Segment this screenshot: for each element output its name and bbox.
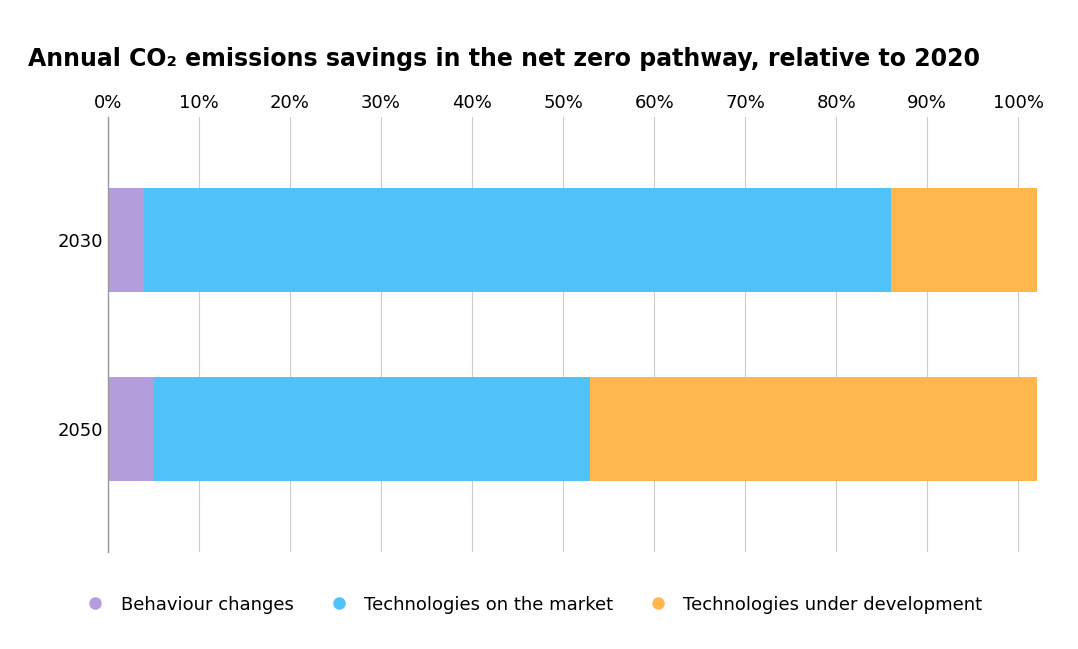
- Bar: [890, 188, 1037, 291]
- Bar: [108, 377, 153, 481]
- Legend: Behaviour changes, Technologies on the market, Technologies under development: Behaviour changes, Technologies on the m…: [70, 589, 990, 621]
- Bar: [591, 377, 1037, 481]
- Text: Annual CO₂ emissions savings in the net zero pathway, relative to 2020: Annual CO₂ emissions savings in the net …: [28, 47, 980, 71]
- Bar: [144, 188, 890, 291]
- Bar: [108, 188, 144, 291]
- Bar: [153, 377, 591, 481]
